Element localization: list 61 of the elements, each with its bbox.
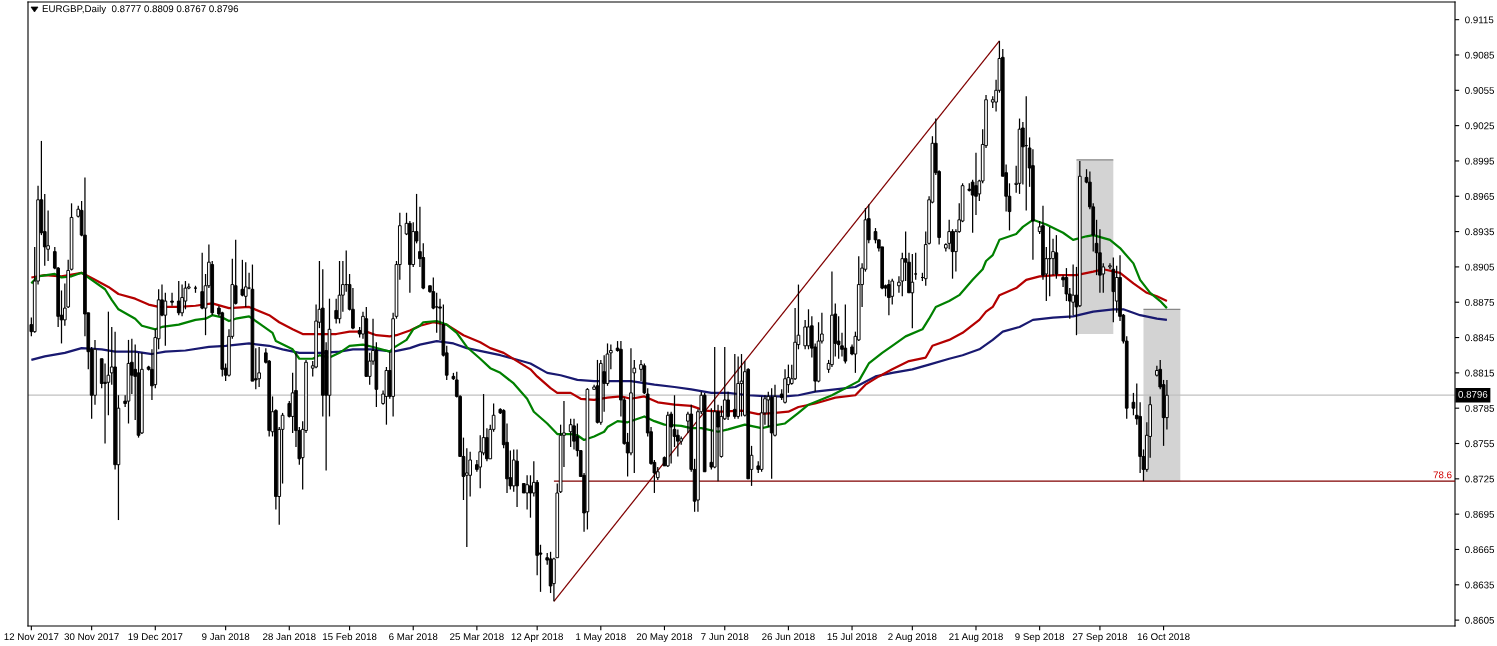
y-tick-label: 0.8635 — [1465, 581, 1495, 589]
y-tick-label: 0.8875 — [1465, 298, 1495, 306]
y-tick-label: 0.9055 — [1465, 87, 1495, 94]
candlestick — [464, 447, 469, 548]
candlestick — [528, 474, 533, 519]
candlestick — [243, 261, 248, 308]
candlestick — [726, 391, 730, 421]
x-tick-label: 27 Sep 2018 — [1072, 633, 1128, 643]
x-tick-label: 6 Mar 2018 — [389, 633, 438, 641]
candlestick — [200, 252, 205, 310]
y-tick-label: 0.8755 — [1465, 440, 1495, 448]
y-tick-label: 0.8665 — [1465, 546, 1495, 554]
candlestick — [947, 219, 952, 250]
chart-title: EURGBP,Daily 0.8777 0.8809 0.8767 0.8796 — [42, 5, 239, 15]
x-tick-label: 20 May 2018 — [636, 633, 693, 643]
annotation: 78.6 — [1433, 471, 1452, 479]
candlestick — [351, 287, 355, 330]
y-tick-label: 0.8605 — [1465, 616, 1495, 624]
y-tick-label: 0.8995 — [1465, 157, 1495, 165]
candlestick — [337, 260, 342, 325]
y-tick-label: 0.8905 — [1465, 263, 1495, 271]
y-tick-label: 0.8935 — [1465, 228, 1495, 236]
x-tick-label: 9 Jan 2018 — [202, 633, 250, 641]
x-tick-label: 25 Mar 2018 — [450, 633, 504, 641]
x-tick-label: 26 Jun 2018 — [762, 633, 815, 641]
ref-line-label: 0.8796 — [1458, 390, 1488, 398]
y-tick-label: 0.8965 — [1465, 193, 1495, 200]
candlestick — [257, 346, 261, 388]
candlestick — [716, 404, 720, 482]
x-tick-label: 12 Apr 2018 — [511, 633, 563, 643]
x-tick-label: 19 Dec 2017 — [128, 633, 183, 641]
x-tick-label: 7 Jun 2018 — [701, 633, 749, 641]
candlestick — [434, 292, 439, 334]
x-tick-label: 28 Jan 2018 — [263, 633, 316, 641]
x-tick-label: 12 Nov 2017 — [4, 633, 59, 641]
x-tick-label: 2 Aug 2018 — [888, 633, 937, 643]
x-tick-label: 9 Sep 2018 — [1015, 633, 1065, 643]
candlestick — [709, 407, 714, 471]
candlestick — [170, 292, 174, 307]
y-tick-label: 0.8695 — [1465, 510, 1495, 518]
x-tick-label: 16 Oct 2018 — [1137, 633, 1190, 641]
candlestick — [843, 303, 848, 365]
candlestick — [163, 292, 168, 347]
y-tick-label: 0.8845 — [1465, 334, 1495, 342]
x-tick-label: 1 May 2018 — [576, 633, 626, 643]
y-tick-label: 0.8785 — [1465, 404, 1495, 412]
candlestick — [240, 259, 245, 297]
y-tick-label: 0.9115 — [1465, 16, 1494, 24]
candlestick — [1054, 234, 1059, 280]
y-tick-label: 0.9085 — [1465, 51, 1495, 59]
y-tick-label: 0.8725 — [1465, 475, 1495, 483]
candlestick — [803, 319, 807, 350]
x-tick-label: 30 Nov 2017 — [64, 633, 119, 641]
candlestick — [180, 283, 184, 317]
x-tick-label: 15 Feb 2018 — [323, 632, 377, 641]
x-tick-label: 21 Aug 2018 — [949, 633, 1003, 643]
y-tick-label: 0.8815 — [1465, 369, 1495, 377]
candlestick — [1165, 379, 1169, 431]
x-tick-label: 15 Jul 2018 — [827, 632, 877, 641]
candlestick — [334, 298, 339, 325]
y-tick-label: 0.9025 — [1465, 122, 1495, 130]
